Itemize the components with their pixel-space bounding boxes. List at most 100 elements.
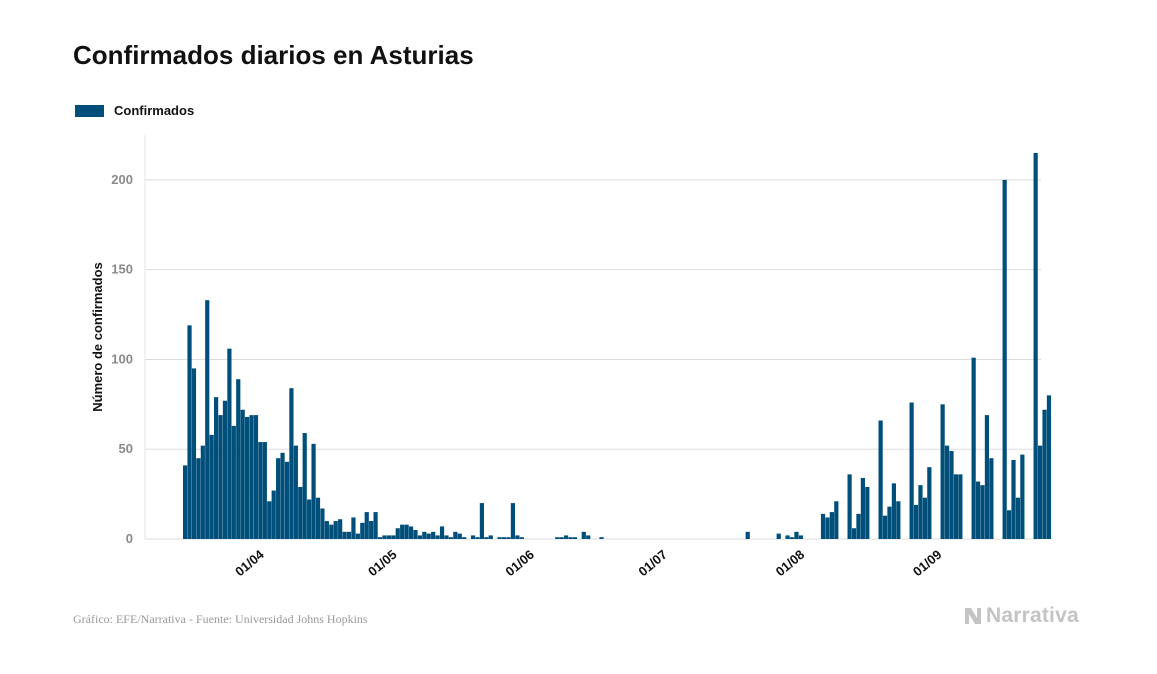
bar bbox=[258, 442, 263, 539]
bar bbox=[377, 537, 383, 539]
bar bbox=[1011, 460, 1016, 539]
bar bbox=[214, 397, 219, 539]
bar bbox=[196, 458, 201, 539]
bar bbox=[953, 474, 959, 539]
bar bbox=[338, 519, 343, 539]
bar bbox=[470, 535, 476, 539]
bar bbox=[448, 537, 453, 539]
bar bbox=[927, 467, 932, 539]
x-tick-label: 01/08 bbox=[773, 547, 808, 579]
bar bbox=[404, 524, 409, 539]
bar bbox=[563, 535, 569, 539]
bar bbox=[289, 388, 294, 539]
bar bbox=[599, 537, 604, 539]
bar bbox=[1033, 152, 1038, 539]
bar bbox=[382, 535, 387, 539]
bar bbox=[364, 512, 369, 539]
bar bbox=[315, 497, 321, 539]
bar bbox=[776, 533, 781, 539]
bar bbox=[386, 535, 391, 539]
bar bbox=[307, 499, 312, 539]
bar bbox=[1042, 409, 1047, 539]
bar bbox=[865, 486, 870, 539]
brand-name: Narrativa bbox=[986, 604, 1079, 627]
chart-title: Confirmados diarios en Asturias bbox=[73, 40, 474, 70]
bar bbox=[940, 404, 945, 539]
legend: Confirmados bbox=[75, 103, 194, 118]
bar bbox=[475, 537, 480, 539]
bar bbox=[245, 416, 250, 539]
bar bbox=[276, 458, 281, 539]
bar bbox=[187, 325, 192, 539]
bar bbox=[205, 300, 210, 539]
bar bbox=[555, 537, 560, 539]
bar bbox=[457, 533, 462, 539]
bar bbox=[559, 537, 564, 539]
bar bbox=[984, 415, 990, 539]
bar bbox=[860, 477, 865, 539]
bar bbox=[400, 524, 405, 539]
bar bbox=[342, 531, 347, 539]
bar bbox=[820, 513, 826, 539]
bar bbox=[878, 420, 883, 539]
y-tick-label: 50 bbox=[119, 441, 133, 456]
bar bbox=[435, 535, 440, 539]
y-tick-label: 0 bbox=[126, 531, 133, 546]
bar bbox=[236, 379, 241, 539]
bar bbox=[417, 535, 422, 539]
bar bbox=[568, 537, 573, 539]
bar bbox=[431, 531, 436, 539]
bar bbox=[1020, 454, 1025, 539]
bar bbox=[745, 531, 750, 539]
bar bbox=[1037, 445, 1043, 539]
brand-logo: Narrativa bbox=[963, 604, 1079, 628]
bar bbox=[922, 497, 928, 539]
y-tick-label: 100 bbox=[111, 351, 133, 366]
bar bbox=[958, 474, 963, 539]
bar bbox=[856, 513, 861, 539]
bar bbox=[209, 434, 214, 539]
bar bbox=[980, 485, 985, 539]
bar bbox=[944, 445, 950, 539]
bar bbox=[183, 465, 188, 539]
source-credit: Gráfico: EFE/Narrativa - Fuente: Univers… bbox=[73, 612, 368, 626]
bar bbox=[785, 535, 790, 539]
bar bbox=[501, 537, 507, 539]
bar bbox=[346, 531, 352, 539]
bar bbox=[847, 474, 852, 539]
bar bbox=[444, 535, 449, 539]
bar bbox=[586, 535, 591, 539]
bar bbox=[887, 506, 892, 539]
bar bbox=[829, 512, 834, 539]
bar bbox=[369, 521, 374, 539]
bar bbox=[284, 461, 290, 539]
bar bbox=[851, 528, 857, 539]
bar bbox=[825, 517, 830, 539]
bar bbox=[280, 452, 285, 539]
bar bbox=[1046, 395, 1052, 539]
bar bbox=[1006, 510, 1012, 539]
bar bbox=[391, 535, 396, 539]
bar bbox=[329, 524, 334, 539]
bar bbox=[333, 521, 338, 539]
bar bbox=[909, 402, 914, 539]
x-tick-label: 01/05 bbox=[365, 547, 400, 579]
bar bbox=[479, 503, 485, 539]
bar bbox=[497, 537, 502, 539]
bar bbox=[227, 348, 232, 539]
bar bbox=[834, 501, 839, 539]
bar bbox=[798, 535, 803, 539]
bar bbox=[200, 445, 205, 539]
bar bbox=[510, 503, 516, 539]
y-tick-label: 150 bbox=[111, 262, 133, 277]
bar bbox=[324, 521, 329, 539]
bar bbox=[515, 535, 520, 539]
bar bbox=[789, 537, 795, 539]
bar bbox=[913, 504, 919, 539]
bar bbox=[975, 481, 981, 539]
bar bbox=[453, 531, 458, 539]
bar bbox=[1015, 497, 1021, 539]
bar bbox=[882, 515, 888, 539]
bar bbox=[408, 526, 414, 539]
